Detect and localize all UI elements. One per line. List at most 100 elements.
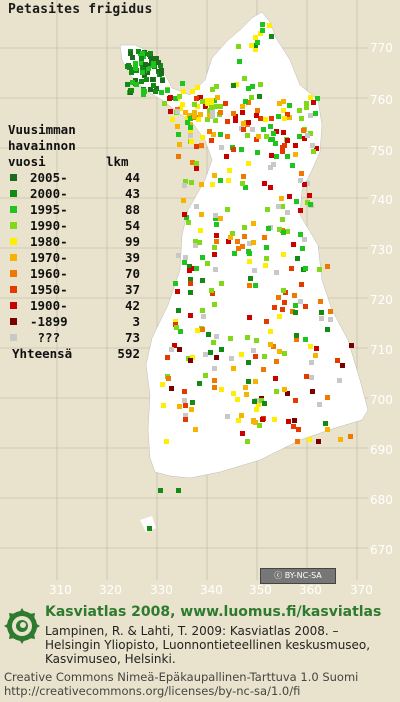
observation-square [293,310,298,315]
observation-square [161,403,166,408]
observation-square [277,227,282,232]
observation-square [235,397,240,402]
observation-square [187,113,192,118]
observation-square [253,283,258,288]
observation-square [246,120,251,125]
footer-license: Creative Commons Nimeä-Epäkaupallinen-Ta… [4,670,359,698]
observation-square [192,102,197,107]
observation-square [212,366,217,371]
observation-square [199,212,204,217]
observation-square [230,231,235,236]
observation-square [245,335,250,340]
observation-square [262,181,267,186]
observation-square [308,131,313,136]
observation-square [212,98,217,103]
observation-square [228,235,233,240]
observation-square [317,402,322,407]
observation-square [268,329,273,334]
cc-license-badge[interactable]: ⓒ BY-NC-SA [260,568,336,584]
observation-square [182,398,187,403]
observation-square [183,110,188,115]
observation-square [292,418,297,423]
observation-square [193,427,198,432]
observation-square [183,403,188,408]
observation-square [133,66,138,71]
observation-square [276,295,281,300]
observation-square [282,143,287,148]
observation-square [194,266,199,271]
observation-square [139,61,144,66]
observation-square [274,389,279,394]
observation-square [274,154,279,159]
observation-square [214,104,219,109]
observation-square [190,160,195,165]
observation-square [183,417,188,422]
observation-square [188,358,193,363]
observation-square [151,60,156,65]
observation-square [269,116,274,121]
observation-square [285,210,290,215]
observation-square [325,395,330,400]
observation-square [286,419,291,424]
observation-square [242,76,247,81]
observation-square [305,133,310,138]
observation-square [198,95,203,100]
observation-square [294,199,299,204]
observation-square [173,319,178,324]
observation-square [205,261,210,266]
legend-swatch [10,254,17,261]
observation-square [319,316,324,321]
legend-count: 3 [132,314,140,329]
observation-square [239,352,244,357]
legend-period: 1980- [30,234,68,249]
legend-period: 1970- [30,250,68,265]
observation-square [218,104,223,109]
observation-square [211,340,216,345]
observation-square [142,73,147,78]
observation-square [262,354,267,359]
observation-square [134,82,139,87]
observation-square [316,439,321,444]
observation-square [300,246,305,251]
observation-square [319,310,324,315]
observation-square [165,355,170,360]
observation-square [328,317,333,322]
observation-square [263,117,268,122]
observation-square [340,363,345,368]
observation-square [214,222,219,227]
observation-square [308,95,313,100]
y-tick-label: 730 [370,243,393,257]
observation-square [280,307,285,312]
observation-square [290,309,295,314]
observation-square [176,154,181,159]
observation-square [203,104,208,109]
legend-swatch [10,318,17,325]
legend-count: 88 [124,202,140,217]
observation-square [173,96,178,101]
species-title: Petasites frigidus [8,2,153,17]
legend-swatch [10,206,17,213]
observation-square [250,84,255,89]
legend-col-lkm: lkm [106,154,129,169]
observation-square [151,63,156,68]
observation-marks [125,22,354,531]
observation-square [256,134,261,139]
observation-square [298,299,303,304]
observation-square [239,147,244,152]
observation-square [205,117,210,122]
observation-square [262,235,267,240]
legend-period: 2005- [30,170,68,185]
observation-square [168,95,173,100]
observation-square [301,128,306,133]
cc-icon: ⓒ [274,571,285,580]
legend-heading-line: havainnon [8,138,76,153]
observation-square [225,414,230,419]
observation-square [231,366,236,371]
observation-square [274,129,279,134]
observation-square [263,263,268,268]
observation-square [175,289,180,294]
observation-square [188,281,193,286]
observation-square [251,348,256,353]
observation-square [218,216,223,221]
observation-square [295,439,300,444]
